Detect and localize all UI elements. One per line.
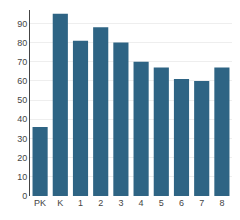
svg-text:30: 30 — [17, 134, 27, 144]
svg-text:8: 8 — [219, 198, 224, 208]
svg-text:3: 3 — [118, 198, 123, 208]
svg-text:0: 0 — [22, 191, 27, 201]
svg-text:60: 60 — [17, 76, 27, 86]
svg-text:6: 6 — [179, 198, 184, 208]
svg-text:4: 4 — [139, 198, 144, 208]
svg-text:90: 90 — [17, 19, 27, 29]
svg-text:50: 50 — [17, 95, 27, 105]
svg-text:K: K — [57, 198, 63, 208]
svg-text:7: 7 — [199, 198, 204, 208]
svg-text:5: 5 — [159, 198, 164, 208]
svg-text:70: 70 — [17, 57, 27, 67]
svg-text:PK: PK — [34, 198, 46, 208]
svg-text:40: 40 — [17, 114, 27, 124]
svg-text:2: 2 — [98, 198, 103, 208]
svg-text:10: 10 — [17, 172, 27, 182]
svg-text:80: 80 — [17, 38, 27, 48]
svg-text:1: 1 — [78, 198, 83, 208]
svg-text:20: 20 — [17, 153, 27, 163]
